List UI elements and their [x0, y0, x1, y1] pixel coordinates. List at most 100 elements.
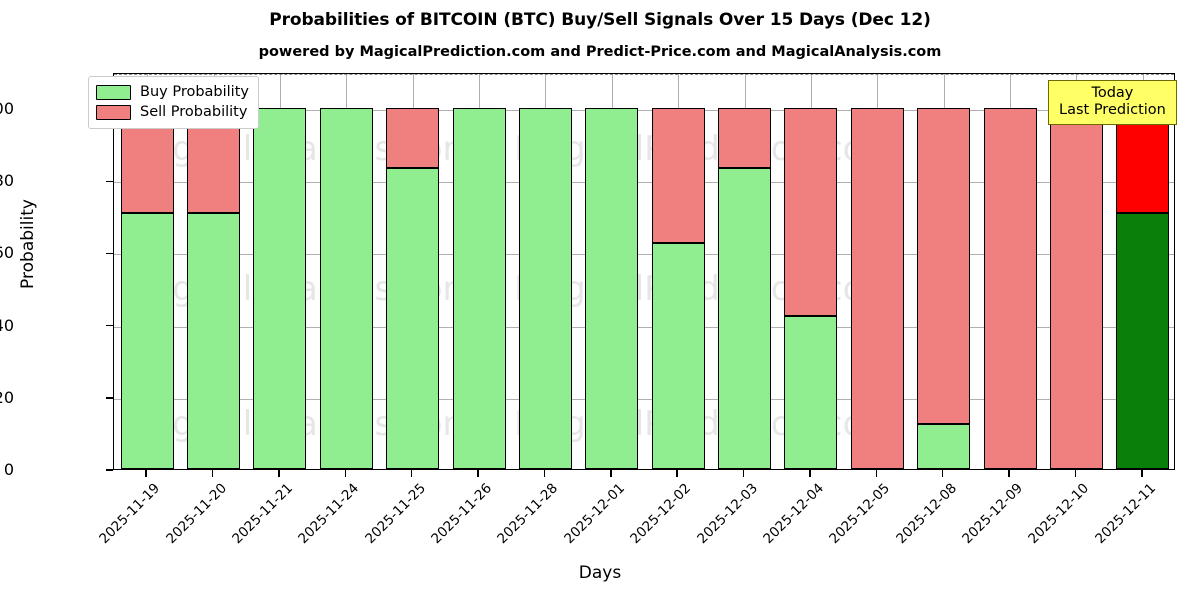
y-tick-label: 20 — [0, 387, 14, 407]
bar-segment-sell[interactable] — [917, 108, 971, 424]
bar-segment-sell[interactable] — [386, 108, 440, 169]
bar-segment-buy[interactable] — [917, 423, 971, 469]
bar-segment-buy[interactable] — [187, 213, 241, 469]
bar-segment-buy[interactable] — [718, 168, 772, 469]
bar-segment-buy[interactable] — [1116, 213, 1170, 469]
bar-segment-buy[interactable] — [386, 168, 440, 469]
x-tick-mark — [676, 470, 678, 477]
x-tick-mark — [1008, 470, 1010, 477]
x-tick-label: 2025-12-05 — [826, 480, 894, 548]
chart-title: Probabilities of BITCOIN (BTC) Buy/Sell … — [269, 10, 931, 30]
bar-group[interactable] — [1049, 74, 1103, 469]
y-tick-label: 0 — [3, 460, 14, 479]
bar-group[interactable] — [850, 74, 904, 469]
x-tick-mark — [278, 470, 280, 477]
x-tick-mark — [1074, 470, 1077, 477]
today-annotation: Today Last Prediction — [1048, 80, 1177, 125]
bar-segment-sell[interactable] — [1049, 108, 1103, 469]
bar-group[interactable] — [1116, 74, 1170, 469]
x-tick-mark — [742, 470, 745, 477]
x-tick-label: 2025-11-21 — [229, 480, 296, 548]
bar-group[interactable] — [386, 74, 440, 469]
y-axis-label: Probability — [18, 199, 38, 289]
legend-label-buy: Buy Probability — [140, 84, 249, 100]
y-tick-label: 80 — [0, 171, 14, 191]
legend-swatch-sell — [96, 104, 131, 120]
bar-segment-sell[interactable] — [983, 108, 1037, 469]
bar-segment-buy[interactable] — [253, 108, 307, 469]
y-tick-mark — [106, 469, 113, 471]
x-tick-mark — [543, 470, 546, 477]
plot-area: MagicalAnalysis.comMagicalPrediction.com… — [113, 73, 1175, 470]
x-tick-mark — [410, 470, 413, 477]
today-annotation-line1: Today — [1091, 85, 1134, 101]
bar-segment-buy[interactable] — [518, 108, 572, 469]
gridline-horizontal — [114, 182, 1174, 184]
x-tick-mark — [211, 470, 214, 477]
x-tick-label: 2025-11-20 — [162, 480, 230, 548]
bar-segment-buy[interactable] — [651, 243, 705, 469]
bar-segment-sell[interactable] — [784, 108, 838, 316]
x-tick-mark — [1141, 470, 1143, 477]
legend-swatch-buy — [96, 84, 131, 100]
x-tick-mark — [477, 470, 479, 477]
bar-segment-buy[interactable] — [319, 108, 373, 469]
x-tick-mark — [941, 470, 944, 477]
bar-group[interactable] — [983, 74, 1037, 469]
bar-group[interactable] — [784, 74, 838, 469]
bar-group[interactable] — [585, 74, 639, 469]
y-tick-mark — [106, 324, 113, 327]
x-tick-label: 2025-12-11 — [1092, 480, 1159, 548]
x-tick-label: 2025-11-19 — [96, 480, 164, 548]
bar-segment-sell[interactable] — [651, 108, 705, 244]
bar-segment-sell[interactable] — [1116, 108, 1170, 214]
x-tick-mark — [610, 470, 612, 477]
legend-item-sell: Sell Probability — [96, 102, 249, 122]
gridline-horizontal — [114, 398, 1174, 400]
y-tick-label: 40 — [0, 315, 14, 335]
chart-legend: Buy Probability Sell Probability — [88, 76, 259, 129]
bar-group[interactable] — [120, 74, 174, 469]
x-tick-label: 2025-12-01 — [561, 480, 628, 548]
x-tick-label: 2025-12-10 — [1025, 480, 1093, 548]
bar-group[interactable] — [319, 74, 373, 469]
x-tick-label: 2025-12-09 — [959, 480, 1027, 548]
x-tick-mark — [809, 470, 811, 477]
x-tick-label: 2025-12-08 — [892, 480, 960, 548]
x-tick-mark — [344, 470, 346, 477]
y-tick-label: 60 — [0, 243, 14, 263]
today-annotation-line2: Last Prediction — [1059, 102, 1166, 118]
y-tick-label: 100 — [0, 99, 14, 119]
y-tick-mark — [106, 252, 113, 255]
x-axis-label: Days — [578, 563, 622, 583]
legend-item-buy: Buy Probability — [96, 82, 249, 102]
bar-group[interactable] — [718, 74, 772, 469]
bar-segment-buy[interactable] — [452, 108, 506, 469]
bar-segment-buy[interactable] — [120, 213, 174, 469]
bar-segment-buy[interactable] — [784, 315, 838, 469]
x-tick-label: 2025-11-25 — [361, 480, 429, 548]
gridline-horizontal — [114, 254, 1174, 256]
bar-group[interactable] — [187, 74, 241, 469]
chart-subtitle: powered by MagicalPrediction.com and Pre… — [258, 44, 942, 60]
bar-group[interactable] — [651, 74, 705, 469]
y-tick-mark — [106, 180, 113, 182]
bar-group[interactable] — [917, 74, 971, 469]
bar-segment-sell[interactable] — [850, 108, 904, 469]
x-tick-label: 2025-11-28 — [494, 480, 562, 548]
threshold-dashed-line — [114, 74, 1174, 75]
legend-label-sell: Sell Probability — [140, 104, 248, 120]
gridline-horizontal — [114, 326, 1174, 328]
x-tick-label: 2025-11-26 — [428, 480, 496, 548]
x-tick-label: 2025-12-04 — [760, 480, 827, 548]
bar-segment-sell[interactable] — [718, 108, 772, 169]
bar-group[interactable] — [452, 74, 506, 469]
x-tick-label: 2025-12-02 — [627, 480, 695, 548]
x-tick-label: 2025-12-03 — [693, 480, 761, 548]
gridline-horizontal — [114, 110, 1174, 112]
bar-group[interactable] — [253, 74, 307, 469]
x-tick-mark — [875, 470, 877, 477]
bar-segment-buy[interactable] — [585, 108, 639, 469]
bar-group[interactable] — [518, 74, 572, 469]
